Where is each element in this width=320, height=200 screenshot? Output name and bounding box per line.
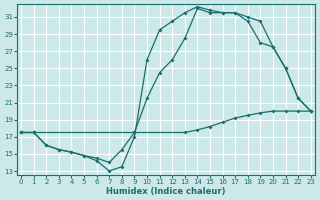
X-axis label: Humidex (Indice chaleur): Humidex (Indice chaleur) [106,187,226,196]
